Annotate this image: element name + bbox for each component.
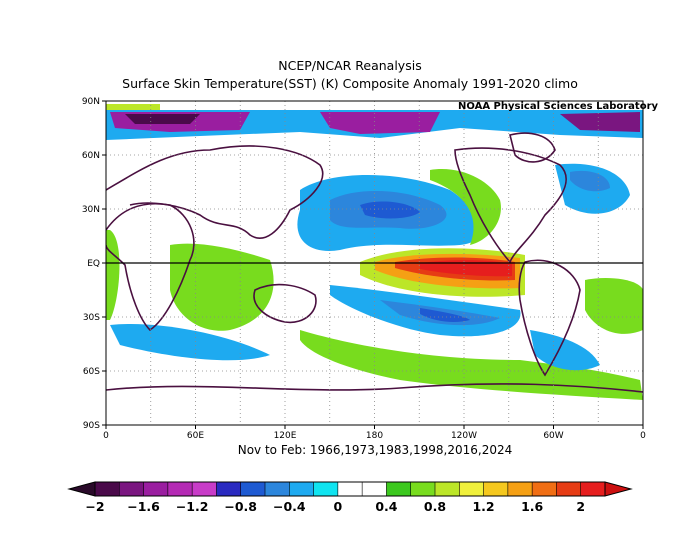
lon-tick-label: 120W: [451, 431, 477, 441]
caption: Nov to Feb: 1966,1973,1983,1998,2016,202…: [237, 443, 513, 457]
colorbar-right-arrow: [604, 481, 633, 497]
colorbar-swatch: [459, 482, 484, 496]
arctic-anomaly-core-2: [320, 112, 440, 134]
greenland-outline: [509, 132, 556, 163]
colorbar-label: 1.6: [521, 499, 543, 514]
north-pacific-cold-deep: [360, 201, 420, 219]
lat-tick-label: 90S: [83, 421, 100, 431]
arctic-anomaly-core-4: [560, 112, 640, 132]
antarctica-outline: [106, 383, 643, 393]
colorbar-label: 0.4: [375, 499, 397, 514]
colorbar-label: −0.8: [224, 499, 257, 514]
australia-outline: [253, 283, 317, 324]
latitude-ticks: 90N 60N 30N EQ 30S 60S 90S: [82, 97, 106, 431]
tropical-atlantic-warm: [106, 230, 120, 320]
colorbar-swatch: [313, 482, 339, 496]
colorbar-swatch: [580, 482, 606, 496]
colorbar-swatch: [483, 482, 509, 496]
longitude-ticks: 0 60E 120E 180 120W 60W 0: [103, 425, 646, 441]
gulf-of-alaska-warm: [430, 169, 501, 245]
indian-ocean-warm: [170, 243, 274, 331]
colorbar-swatch: [362, 482, 387, 496]
lat-tick-label: 90N: [82, 97, 100, 107]
gridlines: [106, 101, 643, 425]
south-pacific-cold-deep: [420, 308, 470, 322]
southern-ocean-cold-2: [530, 330, 600, 371]
colorbar-swatch: [192, 482, 217, 496]
colorbar-swatch: [532, 482, 557, 496]
colorbar-swatch: [410, 482, 436, 496]
lon-tick-label: 180: [366, 431, 383, 441]
colorbar-frame: [94, 481, 606, 497]
europe-asia-outline: [106, 145, 324, 239]
colorbar-swatch: [435, 482, 460, 496]
title-line-1: NCEP/NCAR Reanalysis: [278, 58, 422, 73]
colorbar-swatch: [119, 482, 144, 496]
colorbar-label: 1.2: [472, 499, 494, 514]
colorbar-swatch: [143, 482, 169, 496]
title-line-2: Surface Skin Temperature(SST) (K) Compos…: [122, 76, 578, 91]
south-pacific-warm-band: [300, 330, 643, 400]
arctic-anomaly-core-3: [125, 114, 200, 124]
colorbar-label: −2: [85, 499, 104, 514]
lon-tick-label: 0: [640, 431, 646, 441]
colorbar-swatch: [556, 482, 582, 496]
colorbar-left-arrow: [67, 481, 96, 497]
colorbar: −2 −1.6 −1.2 −0.8 −0.4 0 0.4 0.8 1.2 1.6 2: [67, 481, 633, 514]
colorbar-label: −1.2: [176, 499, 209, 514]
credit-label: NOAA Physical Sciences Laboratory: [458, 101, 659, 112]
colorbar-swatch: [289, 482, 314, 496]
colorbar-label: −0.4: [273, 499, 306, 514]
colorbar-swatch: [95, 482, 120, 496]
lon-tick-label: 120E: [274, 431, 297, 441]
colorbar-swatch: [240, 482, 266, 496]
north-america-outline: [454, 147, 567, 264]
colorbar-label: 0: [334, 499, 343, 514]
lat-tick-label: EQ: [87, 259, 100, 269]
colorbar-label: 0.8: [424, 499, 446, 514]
lat-tick-label: 60S: [83, 367, 100, 377]
colorbar-swatch: [167, 482, 193, 496]
colorbar-swatch: [265, 482, 290, 496]
south-atlantic-warm: [585, 278, 643, 334]
colorbar-swatch: [337, 482, 363, 496]
el-nino-warm-tongue-core: [420, 260, 512, 277]
south-america-outline: [518, 259, 581, 377]
colorbar-swatch: [216, 482, 242, 496]
arctic-positive-patch: [106, 104, 160, 110]
continent-outlines: [106, 132, 643, 393]
lat-tick-label: 30N: [82, 205, 100, 215]
lat-tick-label: 60N: [82, 151, 100, 161]
colorbar-swatch: [507, 482, 533, 496]
lat-tick-label: 30S: [83, 313, 100, 323]
lon-tick-label: 0: [103, 431, 109, 441]
lon-tick-label: 60E: [187, 431, 204, 441]
colorbar-swatch: [386, 482, 412, 496]
lon-tick-label: 60W: [543, 431, 563, 441]
southern-ocean-cold: [110, 324, 270, 361]
colorbar-label: 2: [576, 499, 585, 514]
north-atlantic-cold-core: [570, 170, 610, 192]
colorbar-label: −1.6: [127, 499, 160, 514]
